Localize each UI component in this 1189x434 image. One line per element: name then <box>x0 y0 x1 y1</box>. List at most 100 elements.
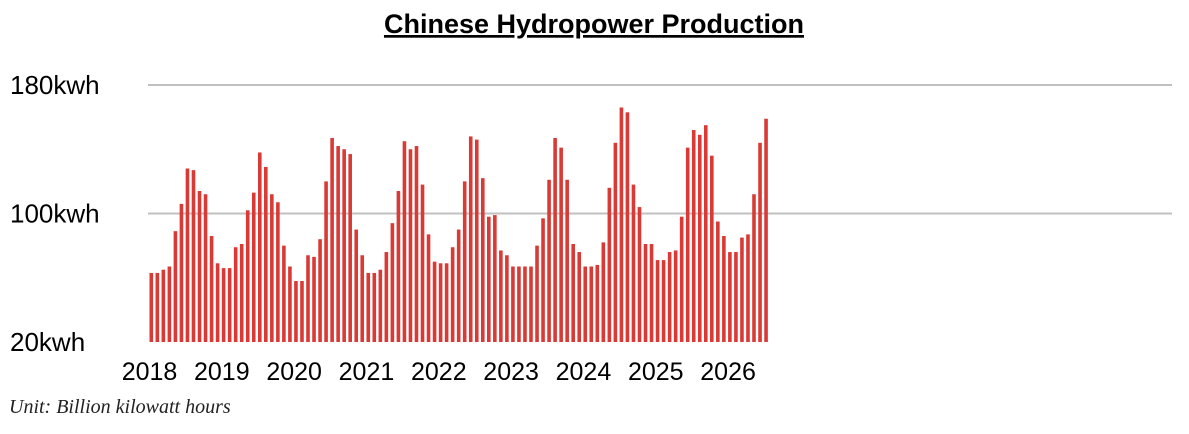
bar <box>631 184 636 342</box>
gridlines <box>148 84 1172 215</box>
bar <box>456 229 461 342</box>
bar <box>360 255 365 342</box>
bar <box>722 235 726 342</box>
bar <box>191 170 196 342</box>
bar <box>264 166 268 342</box>
bar <box>251 192 256 342</box>
x-tick-label: 2025 <box>628 358 684 386</box>
bar <box>505 255 509 342</box>
bar <box>583 266 588 342</box>
bar <box>336 146 340 342</box>
bar <box>529 266 533 342</box>
bar <box>571 244 575 342</box>
x-tick-label: 2018 <box>122 358 178 386</box>
bar <box>511 266 515 342</box>
bar <box>468 136 473 342</box>
bar <box>703 125 708 342</box>
x-tick-label: 2026 <box>700 358 756 386</box>
bar <box>221 268 226 342</box>
bar <box>233 247 238 342</box>
bar <box>161 269 166 342</box>
bar <box>306 255 310 342</box>
bar <box>300 280 304 342</box>
bar <box>239 244 244 342</box>
bar <box>366 272 371 342</box>
unit-note: Unit: Billion kilowatt hours <box>9 396 231 418</box>
bar <box>667 252 672 342</box>
bar <box>535 245 539 343</box>
bar <box>643 244 648 342</box>
bar <box>420 184 425 342</box>
bar <box>378 269 383 342</box>
bar <box>173 231 178 342</box>
bar <box>480 178 485 342</box>
bar <box>257 152 262 342</box>
chart-title: Chinese Hydropower Production <box>384 9 804 39</box>
bar-series <box>149 107 768 343</box>
bar <box>541 218 545 342</box>
bar <box>438 263 443 342</box>
bar <box>462 181 467 343</box>
bar <box>197 191 202 342</box>
bar <box>432 261 437 342</box>
bar <box>559 147 563 342</box>
bar <box>655 260 660 342</box>
y-tick-label: 20kwh <box>10 327 85 357</box>
bar <box>523 266 527 342</box>
bar <box>179 203 184 342</box>
bar <box>625 112 630 342</box>
bar <box>740 237 744 342</box>
bar <box>577 252 582 342</box>
bar <box>318 239 322 342</box>
bar <box>649 244 654 342</box>
bar <box>752 194 756 342</box>
bar <box>155 272 160 342</box>
bar <box>396 191 401 342</box>
bar <box>245 210 250 342</box>
bar <box>746 234 750 342</box>
bar <box>487 216 491 342</box>
y-tick-label: 180kwh <box>10 70 100 100</box>
bar <box>728 252 732 342</box>
bar <box>342 149 346 342</box>
bar <box>595 264 600 342</box>
bar <box>493 215 497 342</box>
bar <box>619 107 624 343</box>
bar <box>185 168 190 342</box>
bar <box>547 179 551 342</box>
bar <box>697 134 702 342</box>
bar <box>203 194 208 342</box>
bar <box>734 252 738 342</box>
bar <box>324 181 328 343</box>
bar <box>288 266 292 342</box>
bar <box>661 260 666 342</box>
bar <box>474 139 479 342</box>
x-tick-label: 2022 <box>411 358 467 386</box>
bar <box>348 154 352 342</box>
bar <box>384 252 389 342</box>
x-tick-label: 2024 <box>556 358 612 386</box>
bar <box>613 142 618 342</box>
bar <box>758 142 762 342</box>
x-tick-label: 2021 <box>339 358 395 386</box>
bar <box>227 268 232 342</box>
bar <box>764 118 768 342</box>
bar <box>691 129 696 342</box>
bar <box>685 147 690 342</box>
bar <box>444 263 449 342</box>
bar <box>312 256 316 342</box>
bar <box>499 250 503 342</box>
bar <box>679 216 684 342</box>
bar <box>167 266 172 342</box>
bar <box>270 194 274 342</box>
bar <box>565 179 569 342</box>
y-tick-label: 100kwh <box>10 199 100 229</box>
bar <box>553 138 557 342</box>
bar <box>637 207 642 342</box>
x-tick-label: 2023 <box>483 358 539 386</box>
bar <box>607 187 612 342</box>
bar <box>402 141 407 342</box>
x-tick-label: 2020 <box>266 358 322 386</box>
bar <box>710 155 714 342</box>
